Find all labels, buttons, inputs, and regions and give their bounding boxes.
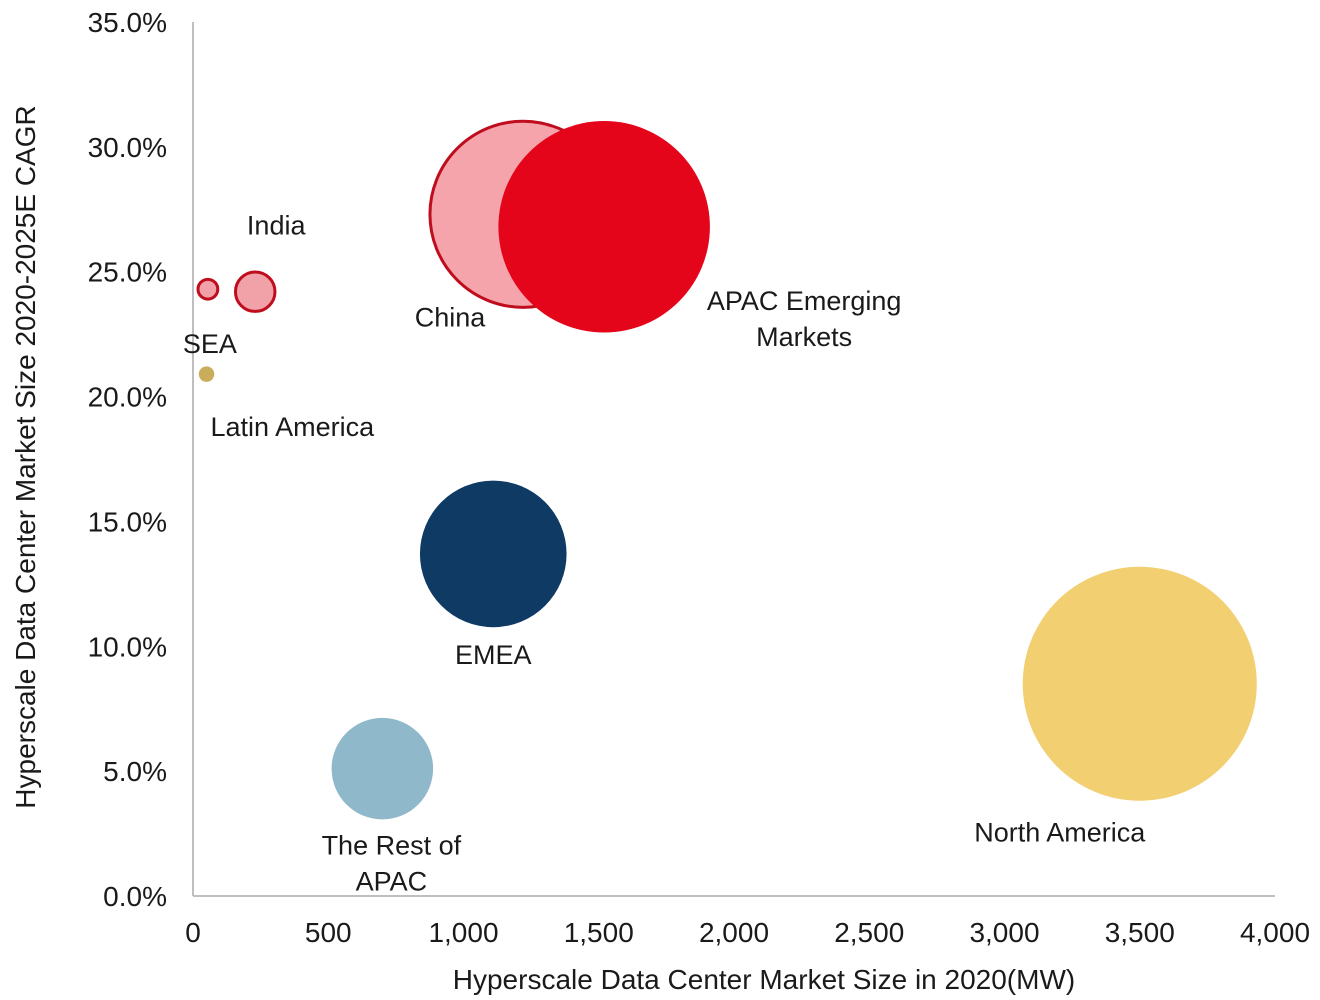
bubble-label-line: The Rest of bbox=[322, 831, 462, 861]
x-tick-label: 3,000 bbox=[969, 917, 1039, 948]
bubble-label-the-rest-of-apac: The Rest of APAC bbox=[322, 831, 462, 897]
x-tick-label: 2,500 bbox=[834, 917, 904, 948]
y-tick-label: 35.0% bbox=[88, 7, 167, 38]
bubble-the-rest-of-apac bbox=[331, 717, 434, 820]
bubble-label-line: APAC Emerging bbox=[707, 286, 902, 316]
bubble-north-america bbox=[1022, 566, 1257, 801]
bubble-label-apac-emerging-markets: APAC Emerging Markets bbox=[707, 286, 902, 352]
bubble-india bbox=[233, 270, 277, 313]
bubble-label-line: India bbox=[247, 211, 307, 241]
bubbles-layer bbox=[196, 119, 1257, 820]
x-tick-label: 500 bbox=[305, 917, 352, 948]
labels-layer: China APAC Emerging Markets India SEA Latin A… bbox=[183, 211, 1146, 897]
bubble-apac-emerging-markets bbox=[498, 121, 710, 333]
bubble-sea bbox=[196, 277, 220, 301]
y-tick-label: 0.0% bbox=[103, 881, 167, 912]
bubble-label-emea: EMEA bbox=[455, 640, 532, 670]
x-axis-title: Hyperscale Data Center Market Size in 20… bbox=[453, 964, 1075, 995]
bubble-label-north-america: North America bbox=[974, 818, 1146, 848]
bubble-label-india: India bbox=[247, 211, 307, 241]
bubble-label-line: North America bbox=[974, 818, 1146, 848]
bubble-label-latin-america: Latin America bbox=[211, 412, 376, 442]
y-tick-label: 5.0% bbox=[103, 756, 167, 787]
y-tick-label: 30.0% bbox=[88, 132, 167, 163]
x-tick-label: 4,000 bbox=[1240, 917, 1310, 948]
bubble-label-line: EMEA bbox=[455, 640, 532, 670]
y-tick-label: 25.0% bbox=[88, 257, 167, 288]
bubble-label-line: APAC bbox=[356, 867, 428, 897]
bubble-label-line: Latin America bbox=[211, 412, 376, 442]
y-tick-label: 20.0% bbox=[88, 382, 167, 413]
bubble-label-line: SEA bbox=[183, 329, 237, 359]
bubble-label-china: China bbox=[415, 302, 487, 332]
x-tick-label: 1,000 bbox=[428, 917, 498, 948]
axes-layer: 0.0% 5.0% 10.0% 15.0% 20.0% 25.0% 30.0% 35.0% 0 5… bbox=[10, 7, 1310, 995]
bubble-label-sea: SEA bbox=[183, 329, 237, 359]
x-tick-label: 3,500 bbox=[1105, 917, 1175, 948]
bubble-emea bbox=[419, 480, 567, 628]
bubble-label-line: Markets bbox=[756, 322, 852, 352]
bubble-latin-america bbox=[198, 366, 215, 382]
x-tick-label: 1,500 bbox=[564, 917, 634, 948]
x-tick-label: 0 bbox=[185, 917, 201, 948]
bubble-label-line: China bbox=[415, 302, 487, 332]
y-axis-title: Hyperscale Data Center Market Size 2020-… bbox=[10, 105, 41, 808]
x-tick-label: 2,000 bbox=[699, 917, 769, 948]
y-tick-label: 15.0% bbox=[88, 506, 167, 537]
y-tick-label: 10.0% bbox=[88, 631, 167, 662]
